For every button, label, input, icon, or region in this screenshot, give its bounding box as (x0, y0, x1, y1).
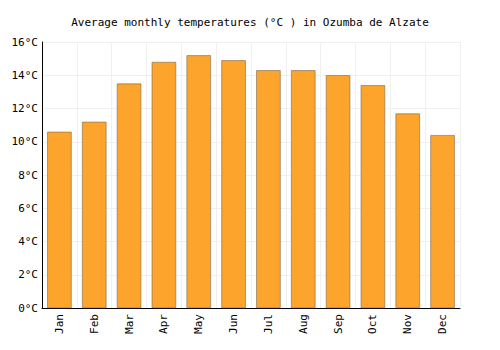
svg-text:May: May (192, 314, 205, 334)
svg-text:Jan: Jan (53, 314, 66, 334)
svg-text:Mar: Mar (123, 314, 136, 334)
svg-text:Oct: Oct (366, 314, 379, 334)
svg-text:Apr: Apr (157, 314, 170, 334)
svg-text:Jul: Jul (262, 314, 275, 334)
svg-text:Nov: Nov (401, 314, 414, 334)
svg-text:Dec: Dec (436, 314, 449, 334)
svg-text:2°C: 2°C (18, 268, 38, 281)
svg-text:Feb: Feb (88, 314, 101, 334)
svg-text:14°C: 14°C (12, 69, 39, 82)
svg-text:12°C: 12°C (12, 102, 39, 115)
svg-text:10°C: 10°C (12, 135, 39, 148)
svg-text:4°C: 4°C (18, 235, 38, 248)
svg-text:Average monthly temperatures (: Average monthly temperatures (°C ) in Oz… (71, 16, 429, 29)
svg-text:6°C: 6°C (18, 202, 38, 215)
svg-text:Sep: Sep (332, 314, 345, 334)
svg-text:8°C: 8°C (18, 169, 38, 182)
svg-text:Aug: Aug (297, 314, 310, 334)
svg-text:Jun: Jun (227, 314, 240, 334)
svg-text:16°C: 16°C (12, 36, 39, 49)
svg-text:0°C: 0°C (18, 302, 38, 315)
